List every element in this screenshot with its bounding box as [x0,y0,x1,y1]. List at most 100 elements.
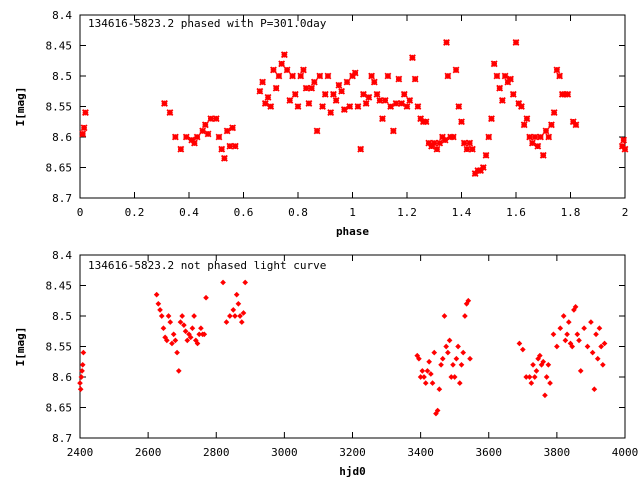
data-point [422,118,430,126]
data-point [565,319,572,325]
data-point [354,103,362,110]
data-point [460,349,467,356]
y-tick-label: 8.5 [52,70,72,83]
y-tick-label: 8.6 [52,371,72,384]
data-point [433,145,441,153]
data-point [618,142,626,150]
data-point [545,133,553,141]
x-tick-label: 3800 [544,446,571,459]
data-point [458,118,465,126]
data-point [431,349,438,356]
data-point [384,72,392,80]
data-point [537,352,543,359]
data-point [436,139,444,147]
data-point [426,358,432,365]
data-point [191,313,197,319]
x-tick-label: 2800 [203,446,230,459]
data-point [594,355,601,362]
data-point [198,325,204,332]
y-tick-label: 8.7 [52,432,72,445]
data-points [77,279,608,417]
data-point [485,133,493,141]
data-point [313,127,321,135]
data-point [240,310,247,316]
data-point [305,100,313,107]
data-point [79,130,87,138]
data-point [264,93,272,101]
data-point [490,60,498,68]
data-point [335,81,343,89]
data-point [434,407,441,414]
data-point [166,109,174,117]
data-point [77,380,83,386]
data-point [574,331,581,338]
data-point [373,90,381,98]
data-point [340,106,348,113]
data-point [589,349,596,356]
data-point [519,346,526,353]
data-point [261,100,269,107]
data-point [456,380,463,386]
data-point [365,93,373,101]
data-point [165,313,172,319]
x-tick-label: 4000 [612,446,639,459]
x-tick-label: 1.6 [506,206,526,219]
y-tick-label: 8.55 [46,101,73,114]
data-point [507,75,514,83]
y-tick-label: 8.45 [46,280,73,293]
data-point [588,319,594,325]
data-point [357,145,365,153]
data-point [346,103,354,110]
x-tick-label: 0.4 [179,206,199,219]
data-point [218,145,226,153]
data-point [153,291,160,298]
data-point [458,361,465,368]
data-point [534,142,542,150]
data-point [215,133,223,141]
data-point [308,84,316,92]
x-tick-label: 0 [77,206,84,219]
y-tick-label: 8.45 [46,40,73,53]
x-tick-label: 1.2 [397,206,417,219]
data-point [381,96,389,104]
data-point [77,386,84,393]
data-point [572,121,580,129]
data-point [259,78,267,86]
data-point [488,115,495,123]
data-point [523,115,531,123]
data-point [477,167,485,174]
data-point [596,325,603,332]
data-point [553,66,561,74]
data-point [422,380,429,386]
data-point [80,349,87,356]
x-tick-label: 2400 [67,446,94,459]
data-point [526,133,534,141]
data-point [220,279,226,286]
data-point [520,121,528,129]
data-point [518,103,525,110]
data-point [291,90,299,98]
data-point [526,374,533,380]
data-point [232,313,238,319]
phased-light-curve-panel: 134616-5823.2 phased with P=301.0day I[m… [14,9,629,238]
data-point [443,39,450,46]
data-point [556,72,564,80]
data-point [302,84,310,92]
y-tick-label: 8.65 [46,162,73,175]
data-point [554,343,560,350]
data-point [177,319,184,325]
data-point [376,96,384,104]
data-point [370,78,378,86]
x-tick-label: 3000 [271,446,298,459]
data-point [188,136,196,144]
data-point [182,328,189,335]
data-point [550,331,557,338]
data-point [187,334,194,341]
y-tick-label: 8.5 [52,310,72,323]
data-point [157,307,163,313]
data-point [429,380,436,386]
data-point [581,325,587,332]
plot-frame [79,254,626,439]
data-point [463,145,471,153]
data-point [576,337,582,344]
